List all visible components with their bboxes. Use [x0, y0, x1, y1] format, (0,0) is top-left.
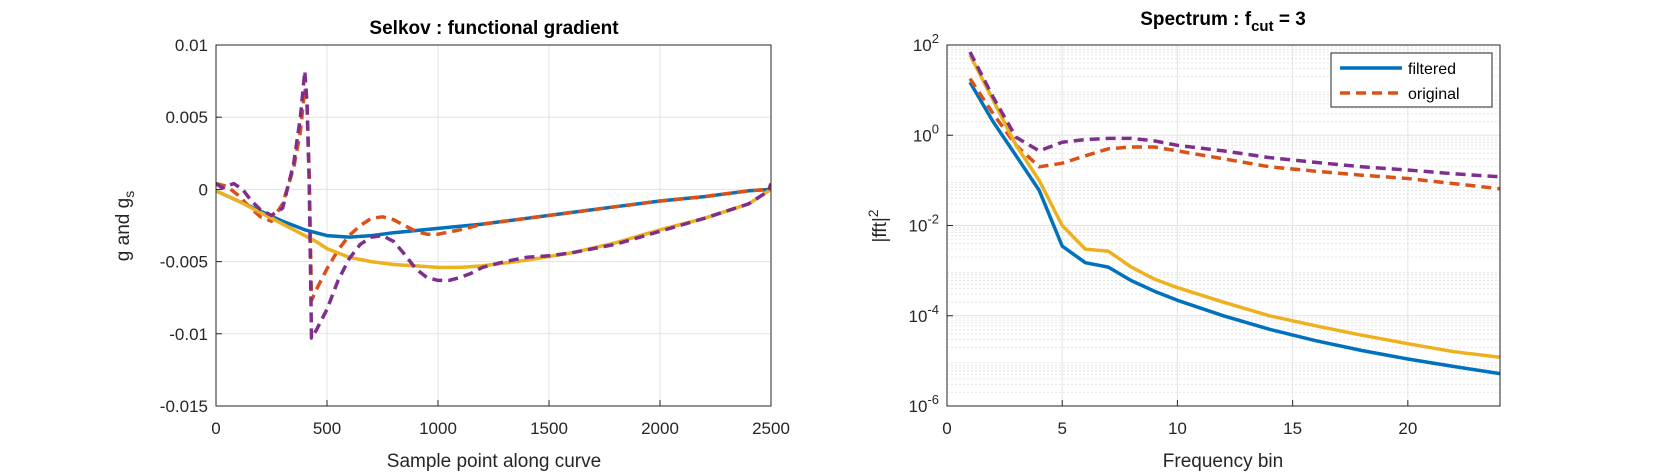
- right-chart-title-main: Spectrum : f: [1140, 9, 1252, 30]
- right-y-axis-label-main: |fft|: [870, 217, 891, 242]
- legend-label-original: original: [1408, 86, 1460, 103]
- series-line-3: [968, 54, 1500, 360]
- series-line-4: [968, 51, 1500, 179]
- legend-box: [1330, 52, 1493, 108]
- x-tick-label: 10: [1168, 419, 1187, 438]
- y-tick-label: -0.01: [169, 325, 208, 344]
- x-tick-label: 5: [1057, 419, 1066, 438]
- series-line-1: [968, 81, 1500, 376]
- right-chart-title-subscript: cut: [1251, 18, 1274, 35]
- y-tick-label: 10-2: [909, 212, 939, 236]
- left-x-axis-label: Sample point along curve: [387, 451, 601, 472]
- x-tick-label: 2500: [752, 419, 790, 438]
- right-y-axis-label: |fft|2: [865, 209, 891, 242]
- y-tick-label: 100: [913, 121, 939, 145]
- right-chart: 0 5 10 15 20 10-6 10-4 10-2 100 102 Spectrum : f…: [865, 9, 1501, 472]
- x-tick-label: 0: [211, 419, 220, 438]
- legend-label-filtered: filtered: [1408, 61, 1456, 78]
- series-line-4: [216, 69, 771, 340]
- left-y-axis-label-subscript: s: [121, 191, 137, 198]
- series-line-2: [216, 86, 771, 303]
- left-series-group: [216, 69, 771, 340]
- y-tick-label: 10-6: [909, 392, 939, 416]
- x-tick-label: 1500: [530, 419, 568, 438]
- x-tick-label: 15: [1283, 419, 1302, 438]
- right-x-ticks: 0 5 10 15 20: [942, 400, 1417, 438]
- legend: filtered original: [1330, 52, 1493, 108]
- left-y-ticks: -0.015 -0.01 -0.005 0 0.005 0.01: [160, 36, 222, 416]
- left-y-axis-label-main: g and g: [113, 198, 134, 261]
- x-tick-label: 20: [1398, 419, 1417, 438]
- right-y-axis-label-superscript: 2: [865, 209, 881, 217]
- left-y-axis-label: g and gs: [113, 191, 137, 261]
- series-line-2: [968, 77, 1500, 191]
- y-tick-label: -0.015: [160, 397, 208, 416]
- y-tick-label: 10-4: [909, 302, 939, 326]
- right-chart-title-tail: = 3: [1274, 9, 1306, 30]
- y-tick-label: 102: [913, 31, 939, 55]
- y-tick-label: 0.005: [165, 108, 208, 127]
- left-chart: 0 500 1000 1500 2000 2500 -0.015-0.01-0.00500…: [113, 18, 790, 472]
- right-x-axis-label: Frequency bin: [1163, 451, 1283, 472]
- x-tick-label: 500: [313, 419, 341, 438]
- x-tick-label: 0: [942, 419, 951, 438]
- left-x-ticks: 0 500 1000 1500 2000 2500: [211, 400, 790, 438]
- y-tick-label: -0.005: [160, 253, 208, 272]
- y-tick-label: 0: [199, 180, 208, 199]
- right-series-group: [968, 51, 1500, 376]
- left-chart-title: Selkov : functional gradient: [369, 18, 619, 39]
- x-tick-label: 1000: [419, 419, 457, 438]
- y-tick-label: 0.01: [175, 36, 208, 55]
- x-tick-label: 2000: [641, 419, 679, 438]
- right-y-ticks: 10-6 10-4 10-2 100 102: [909, 31, 953, 416]
- right-chart-title: Spectrum : fcut = 3: [1140, 9, 1306, 35]
